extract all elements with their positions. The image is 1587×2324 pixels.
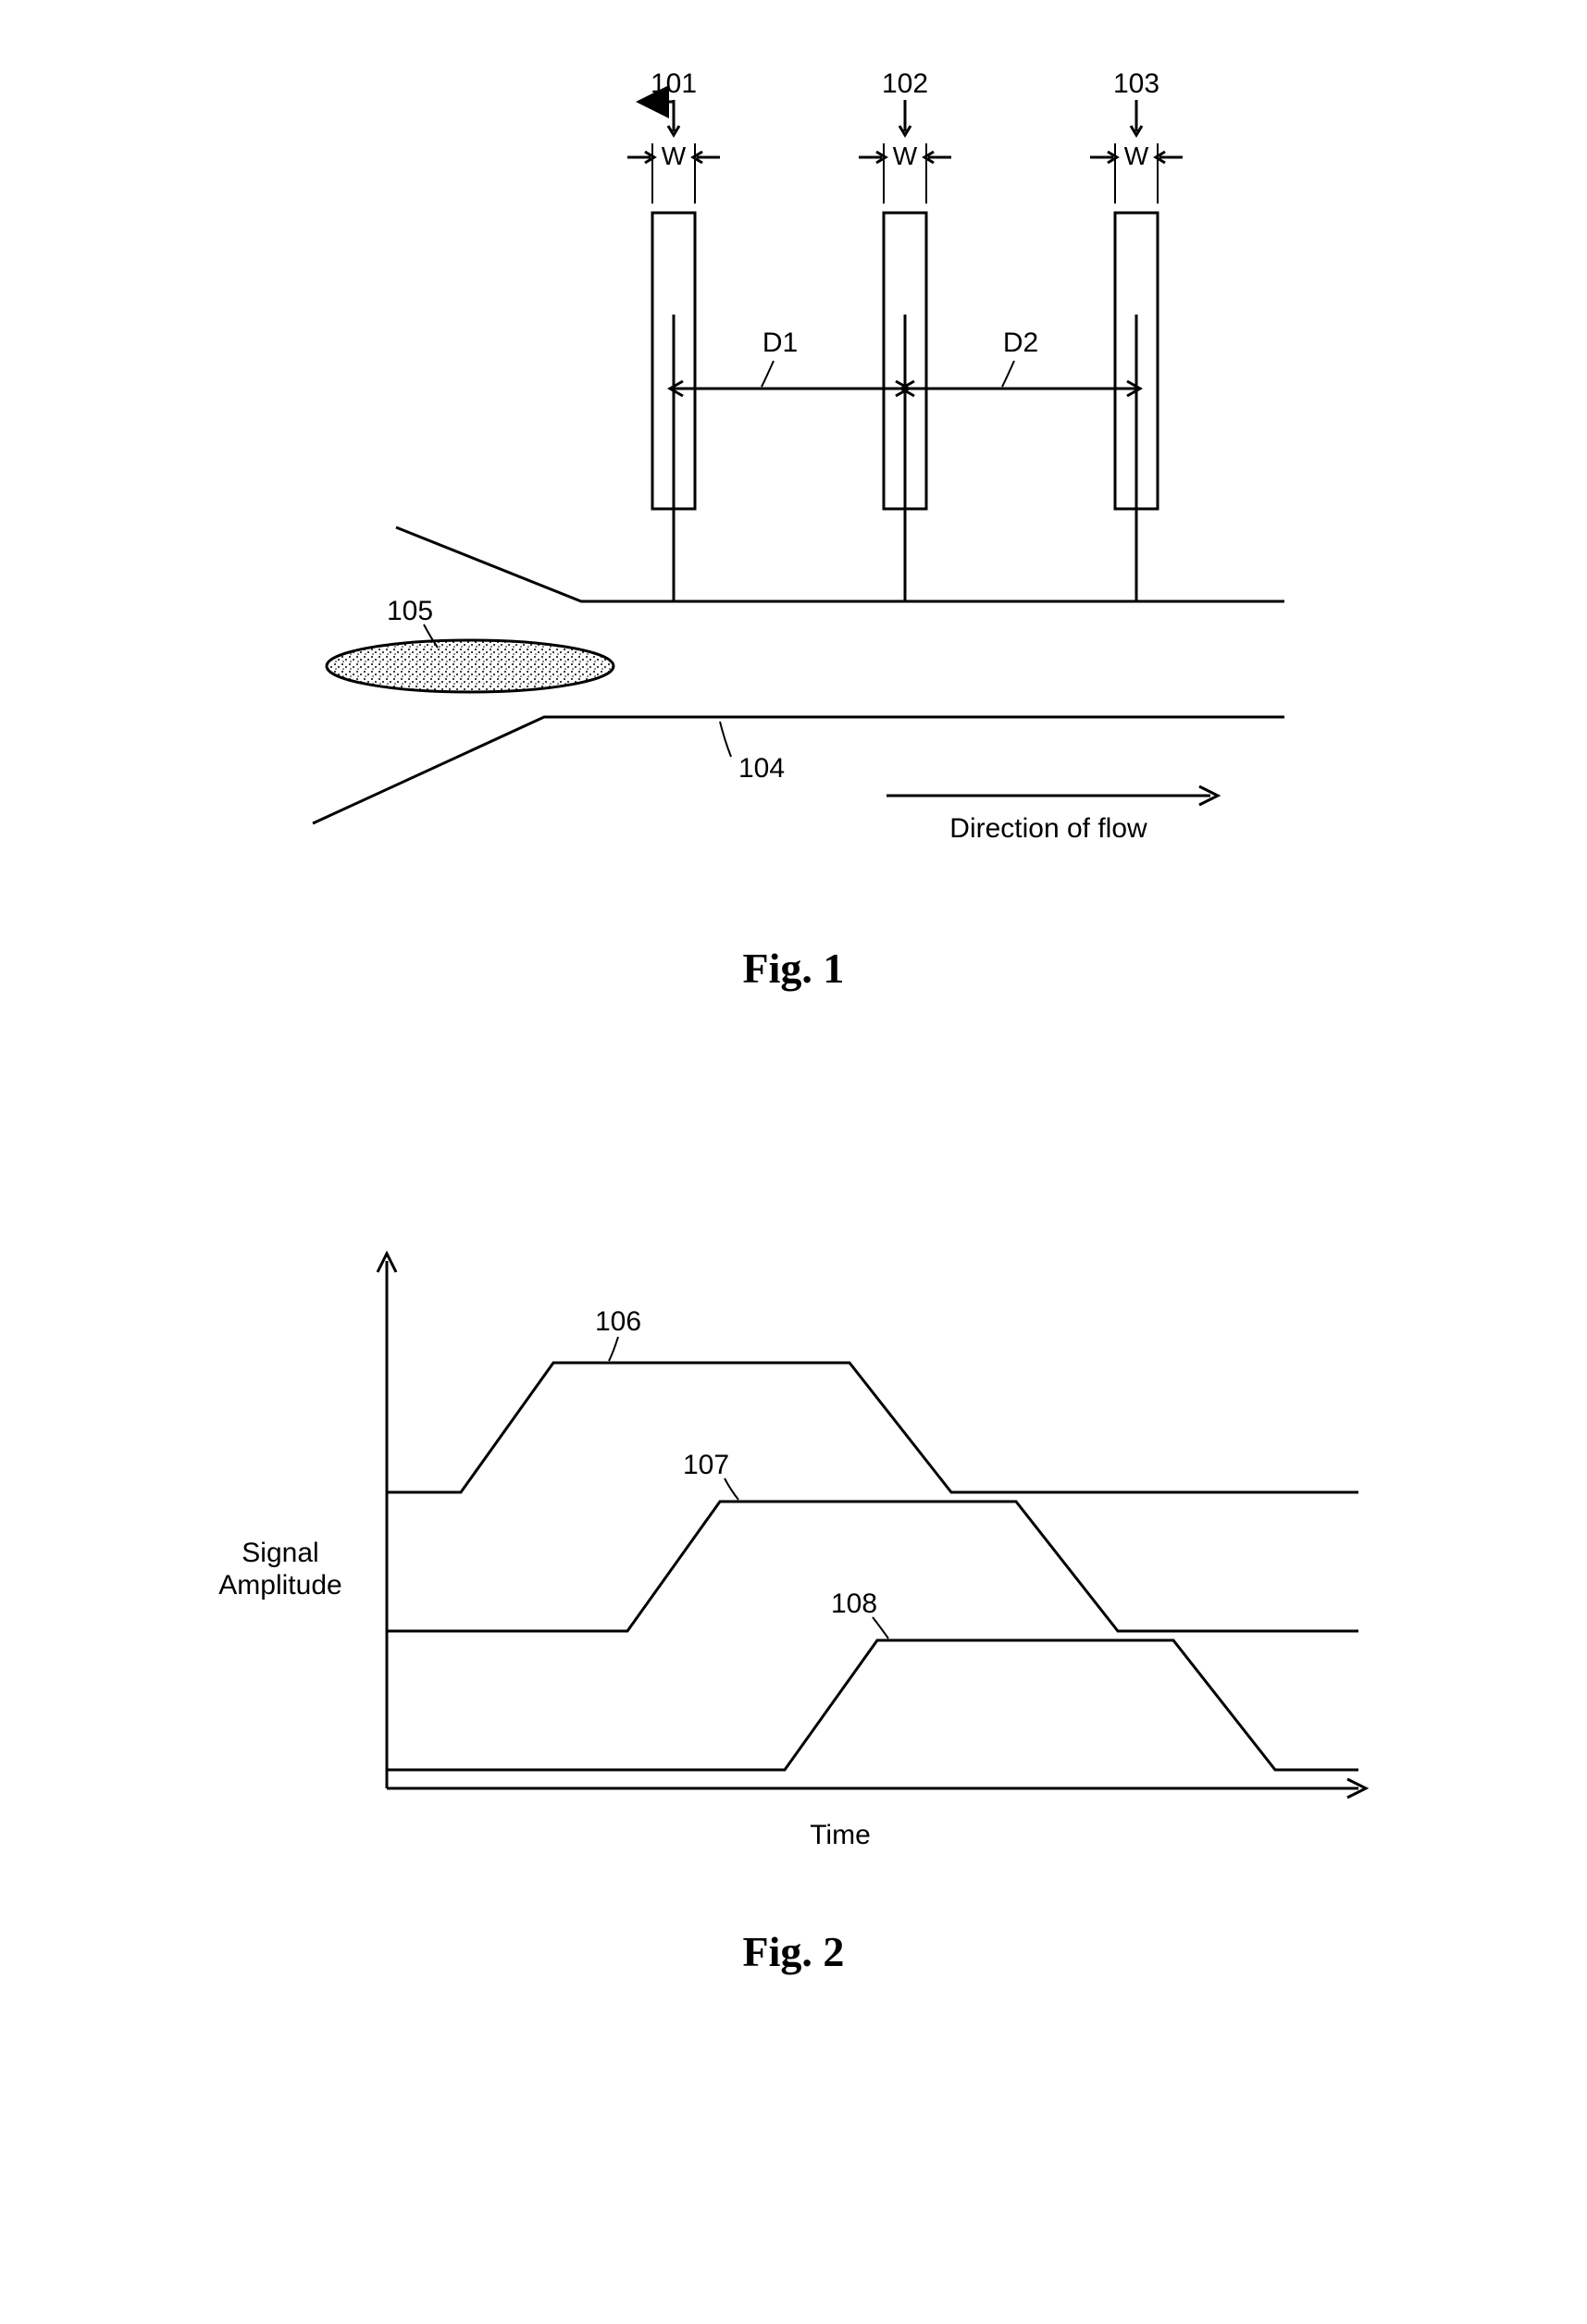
detector-102-id: 102	[881, 68, 927, 99]
x-axis-label: Time	[810, 1820, 871, 1850]
y-axis-label-1: Signal	[242, 1538, 318, 1568]
detector-group: 101 W 102 W	[627, 68, 1183, 601]
spacing-d2: D2	[901, 328, 1140, 396]
signal-106-label: 106	[595, 1306, 641, 1337]
signal-106: 106	[387, 1306, 1358, 1492]
detector-103-id: 103	[1112, 68, 1159, 99]
detector-101-id: 101	[650, 68, 696, 99]
channel-label: 104	[738, 753, 785, 784]
figure-1-container: 101 W 102 W	[37, 56, 1550, 993]
detector-102: 102 W	[859, 68, 951, 601]
figure-1-svg: 101 W 102 W	[192, 56, 1395, 907]
figure-2-container: Signal Amplitude Time 106 107 108 Fig. 2	[37, 1122, 1550, 1976]
detector-103: 103 W	[1090, 68, 1183, 601]
y-axis-label-2: Amplitude	[218, 1570, 341, 1601]
flow-text: Direction of flow	[949, 813, 1147, 844]
detector-101-w: W	[661, 142, 686, 170]
signal-108-label: 108	[831, 1588, 877, 1619]
axes	[378, 1254, 1366, 1798]
detector-101: 101 W	[627, 68, 720, 601]
spacing-d1-label: D1	[762, 328, 797, 358]
figure-2-svg: Signal Amplitude Time 106 107 108	[192, 1122, 1395, 1890]
particle-label: 105	[387, 596, 433, 626]
spacing-d1: D1	[670, 328, 909, 396]
detector-103-w: W	[1123, 142, 1148, 170]
figure-2-caption: Fig. 2	[743, 1927, 845, 1976]
detector-102-w: W	[892, 142, 917, 170]
figure-1-caption: Fig. 1	[743, 944, 845, 993]
flow-direction: Direction of flow	[886, 786, 1218, 844]
signal-107-label: 107	[683, 1450, 729, 1480]
channel-label-104: 104	[720, 722, 785, 784]
particle-105: 105	[327, 596, 614, 692]
spacing-d2-label: D2	[1002, 328, 1037, 358]
signal-108: 108	[387, 1588, 1358, 1770]
